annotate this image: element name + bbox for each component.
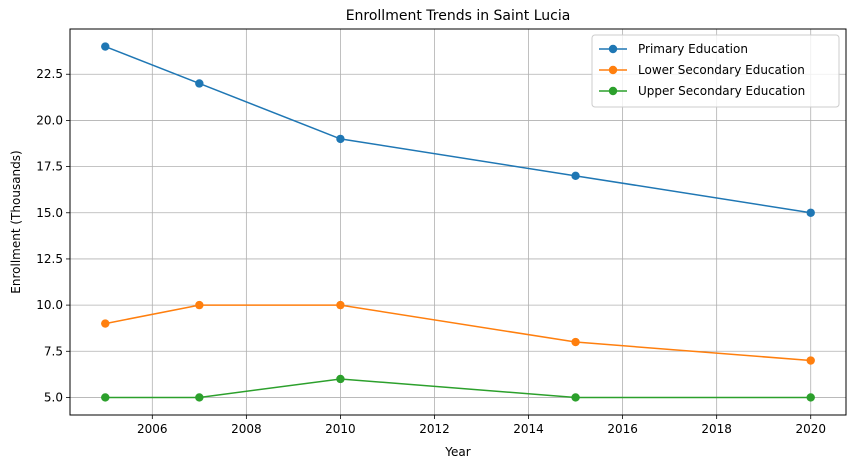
data-point: [195, 79, 204, 88]
y-tick-label: 7.5: [44, 344, 63, 358]
x-tick-label: 2020: [795, 422, 826, 436]
data-point: [571, 171, 580, 181]
legend-swatch-marker: [608, 86, 618, 96]
y-tick-label: 5.0: [44, 390, 63, 404]
legend-label: Lower Secondary Education: [638, 63, 805, 77]
legend-label: Upper Secondary Education: [638, 84, 805, 98]
x-tick-label: 2006: [137, 422, 168, 436]
x-tick-label: 2014: [513, 422, 544, 436]
x-tick-label: 2012: [419, 422, 450, 436]
data-point: [101, 319, 110, 328]
y-tick-label: 17.5: [36, 160, 63, 174]
y-tick-label: 15.0: [36, 206, 63, 220]
y-tick-label: 20.0: [36, 113, 63, 127]
data-point: [195, 300, 204, 310]
x-axis-label: Year: [444, 445, 470, 459]
series-line-2: [105, 304, 811, 362]
data-point: [571, 337, 580, 347]
legend: Primary Education Lower Secondary Educati…: [591, 34, 840, 108]
legend-label: Primary Education: [638, 42, 748, 56]
data-point: [101, 42, 110, 51]
y-tick-label: 12.5: [36, 252, 63, 266]
x-tick-label: 2008: [231, 422, 262, 436]
y-tick-label: 10.0: [36, 298, 63, 312]
legend-box: [591, 34, 840, 108]
series-line-3: [105, 378, 811, 399]
data-point: [571, 393, 580, 402]
data-point: [195, 393, 204, 402]
legend-swatch-marker: [608, 44, 618, 54]
data-point: [336, 300, 345, 310]
data-point: [336, 134, 345, 144]
plot-frame: [69, 28, 847, 416]
y-tick-label: 22.5: [36, 67, 63, 81]
data-point: [336, 374, 345, 384]
chart-title: Enrollment Trends in Saint Lucia: [346, 8, 571, 24]
data-point: [101, 393, 110, 402]
x-tick-label: 2018: [701, 422, 732, 436]
y-axis-label: Enrollment (Thousands): [9, 150, 23, 293]
x-tick-label: 2010: [325, 422, 356, 436]
series-layer: [101, 42, 815, 402]
x-tick-label: 2016: [607, 422, 638, 436]
data-point: [806, 208, 815, 217]
axis-ticks: 2006 2008 2010 2012 2014 2016 2018 2020 5.0 7.5 10…: [36, 67, 826, 436]
legend-swatch-marker: [608, 65, 618, 75]
data-point: [806, 393, 815, 402]
data-point: [806, 356, 815, 365]
